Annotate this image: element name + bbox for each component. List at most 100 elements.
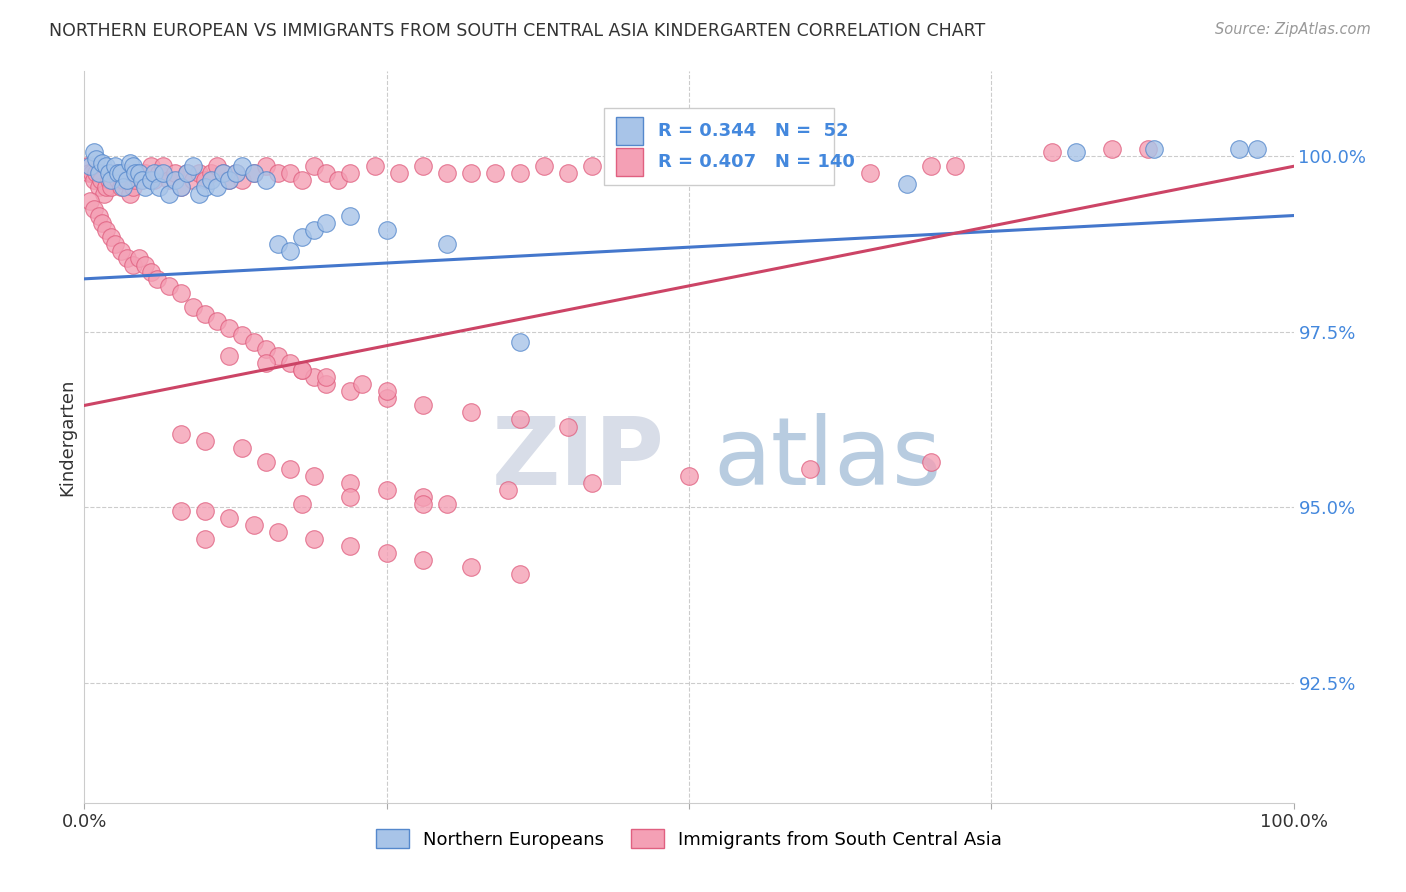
Point <box>375 483 398 497</box>
Point <box>943 159 966 173</box>
Point <box>115 173 138 187</box>
Point <box>148 180 170 194</box>
Legend: Northern Europeans, Immigrants from South Central Asia: Northern Europeans, Immigrants from Sout… <box>368 822 1010 856</box>
Point <box>375 546 398 560</box>
Point <box>436 236 458 251</box>
Point <box>412 553 434 567</box>
Point <box>212 166 235 180</box>
Point <box>242 166 264 180</box>
Point <box>302 222 325 236</box>
Point <box>146 272 169 286</box>
Point <box>799 461 821 475</box>
Point <box>139 173 162 187</box>
Point <box>100 229 122 244</box>
Point <box>104 159 127 173</box>
Point <box>188 166 211 180</box>
Point <box>581 159 603 173</box>
Point <box>139 265 162 279</box>
Point <box>412 490 434 504</box>
Point <box>254 159 277 173</box>
Point <box>702 166 724 180</box>
Point <box>194 434 217 448</box>
Point <box>231 441 253 455</box>
Point <box>143 173 166 187</box>
Point <box>460 560 482 574</box>
Point <box>339 384 361 399</box>
Bar <box>616 148 643 176</box>
Point <box>1143 142 1166 156</box>
Point <box>267 236 290 251</box>
Point <box>375 222 398 236</box>
Point <box>315 370 337 384</box>
Point <box>339 539 361 553</box>
Text: NORTHERN EUROPEAN VS IMMIGRANTS FROM SOUTH CENTRAL ASIA KINDERGARTEN CORRELATION: NORTHERN EUROPEAN VS IMMIGRANTS FROM SOU… <box>49 22 986 40</box>
Point <box>107 166 129 180</box>
Point <box>509 412 531 426</box>
Point <box>291 497 314 511</box>
Point <box>157 173 180 187</box>
Point <box>104 166 127 180</box>
Point <box>291 363 314 377</box>
Point <box>131 173 153 187</box>
Point <box>93 187 115 202</box>
Point <box>278 244 301 258</box>
Point <box>375 384 398 399</box>
Point <box>509 166 531 180</box>
Point <box>339 475 361 490</box>
Point <box>124 173 146 187</box>
Point <box>242 518 264 533</box>
Point <box>181 159 204 173</box>
Point <box>143 166 166 180</box>
Point <box>291 229 314 244</box>
Point <box>207 180 229 194</box>
Point <box>112 173 135 187</box>
Point <box>200 173 222 187</box>
Point <box>1227 142 1250 156</box>
Point <box>496 483 519 497</box>
Point <box>83 202 105 216</box>
Point <box>302 468 325 483</box>
Point <box>188 187 211 202</box>
Point <box>1101 142 1123 156</box>
Point <box>412 159 434 173</box>
Point <box>302 370 325 384</box>
Point <box>412 399 434 413</box>
Point <box>194 504 217 518</box>
Point <box>436 166 458 180</box>
Point <box>302 159 325 173</box>
Point <box>165 166 187 180</box>
Point <box>218 321 240 335</box>
Point <box>157 278 180 293</box>
Point <box>678 468 700 483</box>
Point <box>134 166 156 180</box>
Text: Source: ZipAtlas.com: Source: ZipAtlas.com <box>1215 22 1371 37</box>
Point <box>100 180 122 194</box>
Point <box>124 166 146 180</box>
Point <box>388 166 411 180</box>
Point <box>91 216 114 230</box>
Point <box>76 159 98 173</box>
Point <box>267 349 290 363</box>
Point <box>170 285 193 300</box>
Point <box>97 173 120 187</box>
Point <box>225 166 247 180</box>
Point <box>225 166 247 180</box>
Text: atlas: atlas <box>713 413 942 505</box>
Point <box>278 461 301 475</box>
Point <box>128 251 150 265</box>
Point <box>152 159 174 173</box>
Point <box>83 145 105 160</box>
Point <box>157 187 180 202</box>
Point <box>484 166 506 180</box>
Point <box>315 166 337 180</box>
Point <box>218 173 240 187</box>
Point <box>291 363 314 377</box>
Point <box>194 307 217 321</box>
Point <box>121 258 143 272</box>
Point <box>107 173 129 187</box>
Point <box>339 490 361 504</box>
Point <box>339 209 361 223</box>
Point <box>212 166 235 180</box>
Point <box>207 314 229 328</box>
Point <box>170 504 193 518</box>
